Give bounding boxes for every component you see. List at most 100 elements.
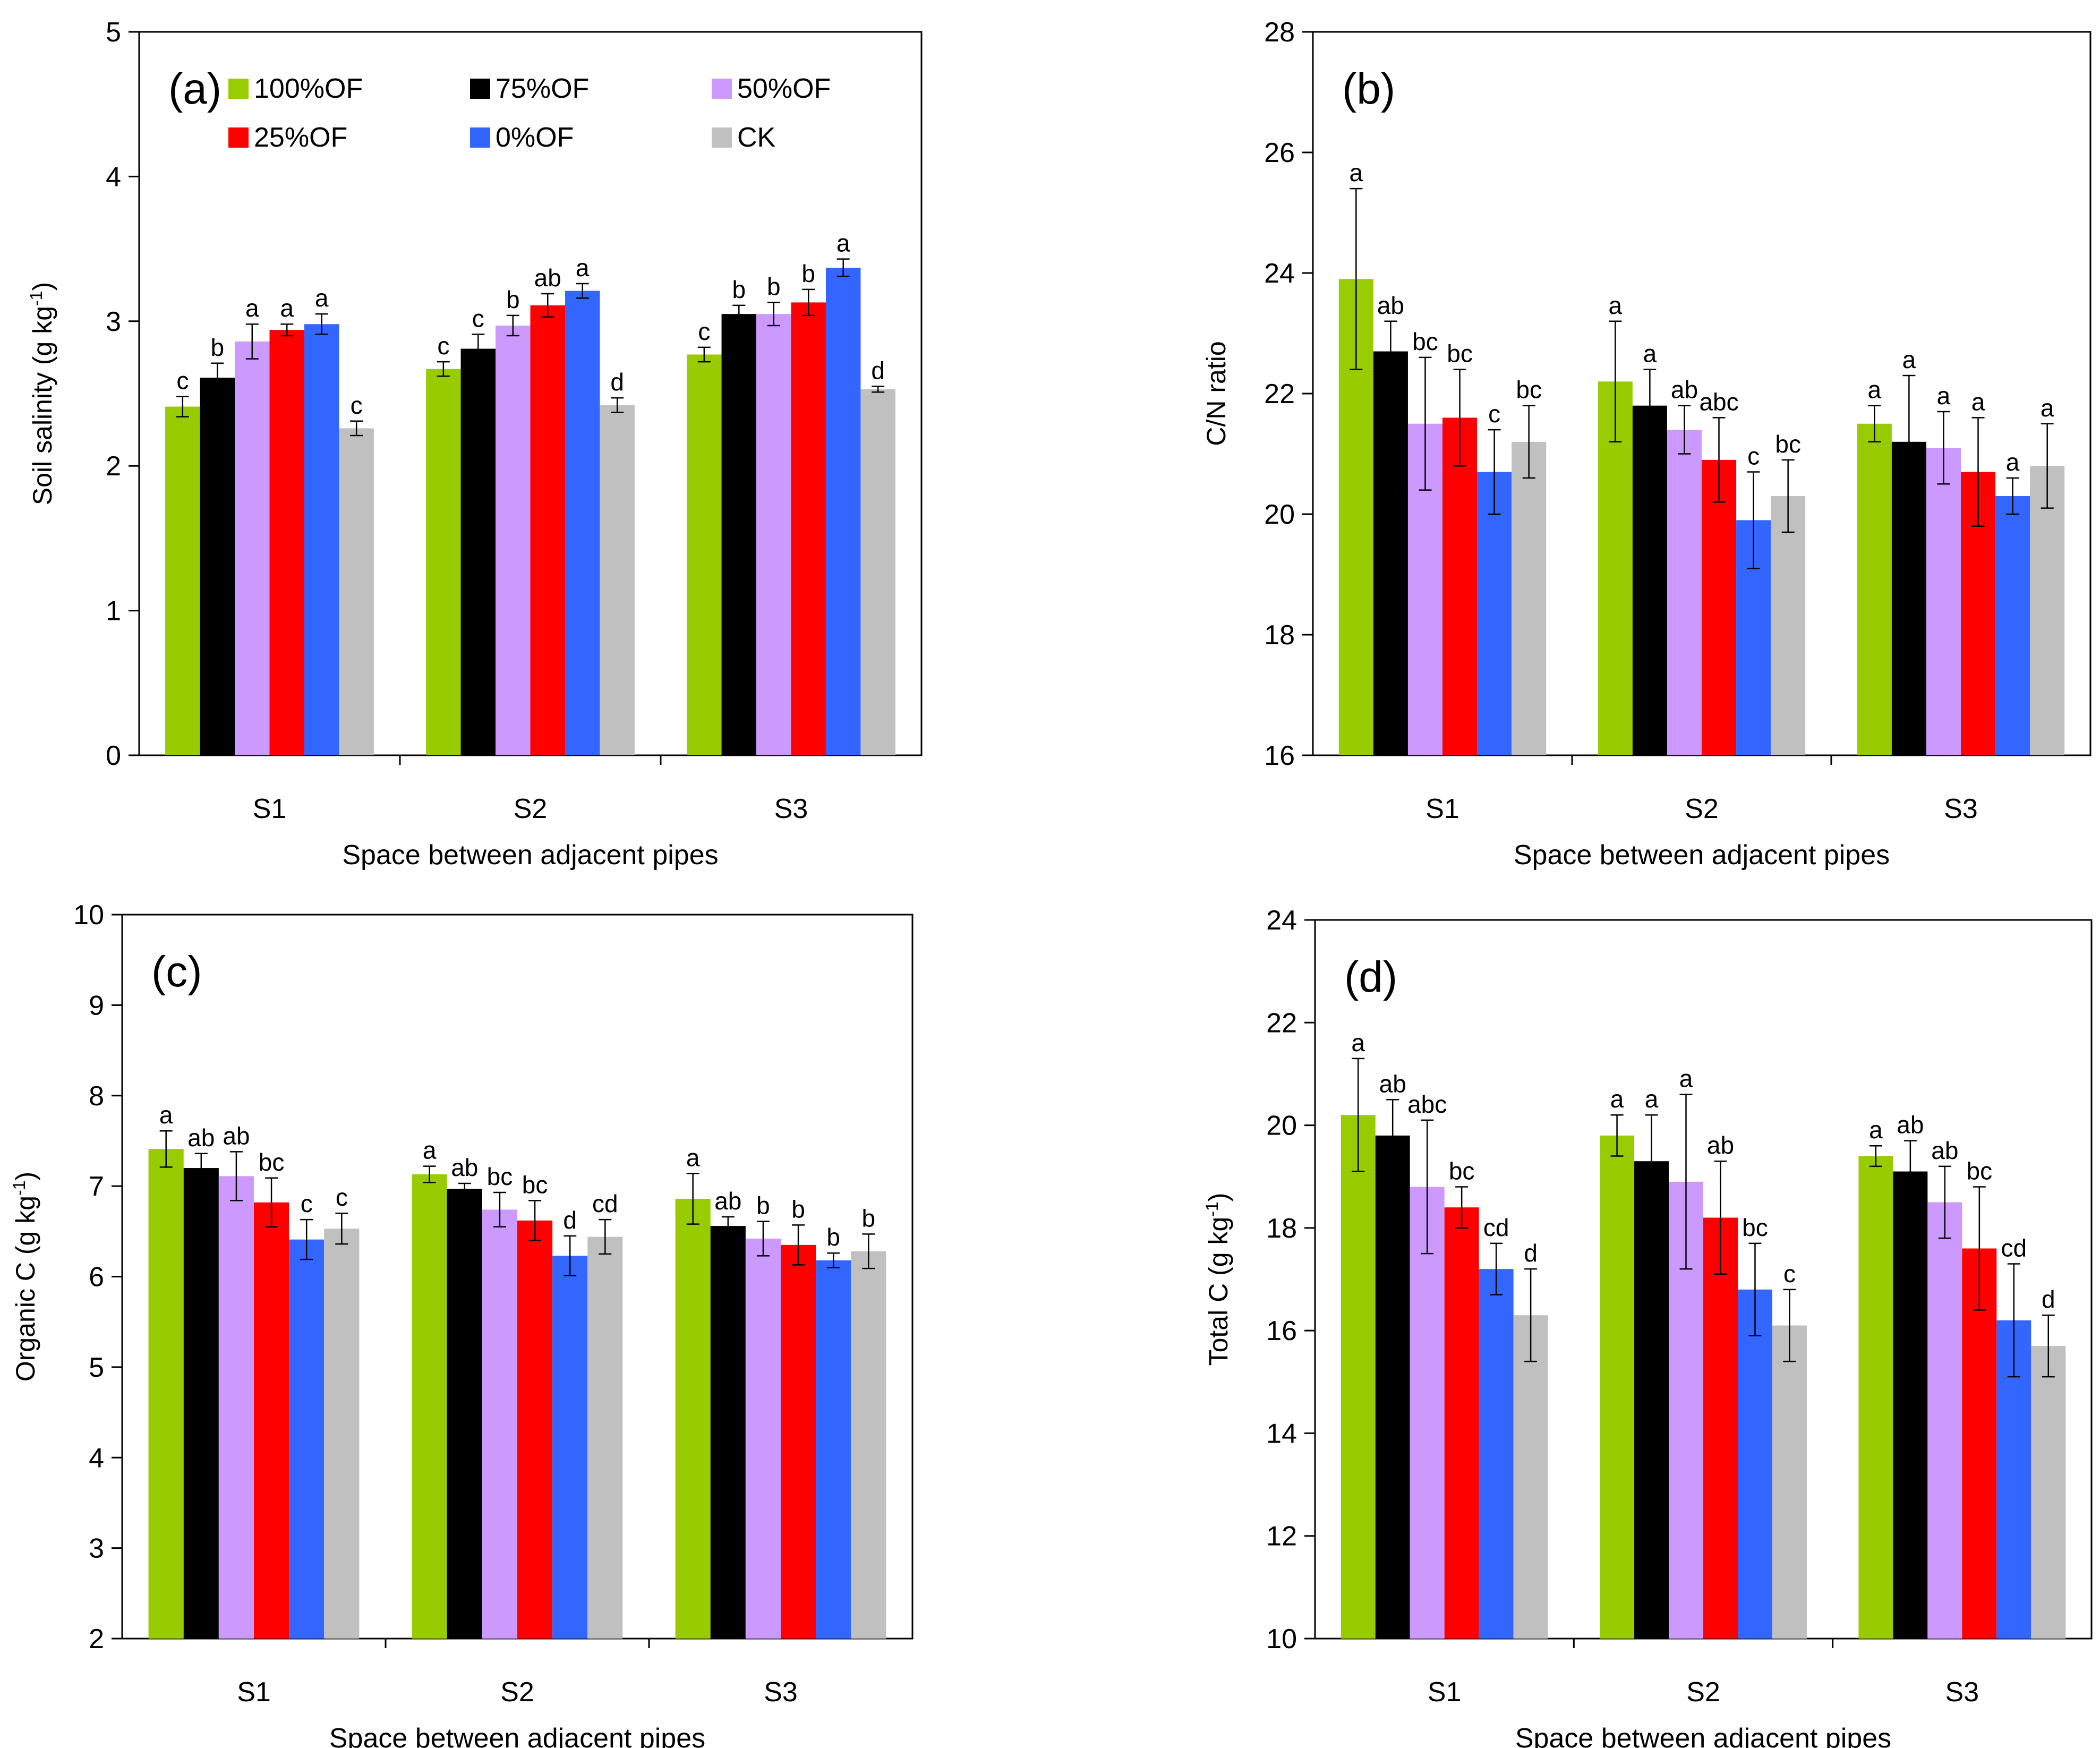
significance-letter: ab (1671, 376, 1698, 404)
significance-letter: a (245, 294, 259, 322)
bar (2030, 466, 2065, 755)
bar (1410, 1187, 1445, 1639)
significance-letter: a (315, 284, 329, 312)
significance-letter: ab (1897, 1111, 1924, 1139)
x-tick-label: S2 (514, 794, 548, 824)
bar (816, 1260, 851, 1639)
y-tick-label: 10 (1266, 1624, 1297, 1655)
significance-letter: c (336, 1183, 348, 1211)
bar (1995, 496, 2030, 755)
y-tick-label: 3 (89, 1533, 104, 1564)
significance-letter: ab (714, 1187, 741, 1215)
y-tick-label: 22 (1264, 379, 1295, 410)
significance-letter: a (423, 1137, 437, 1164)
bar (1703, 1217, 1738, 1639)
y-tick-label: 4 (106, 161, 121, 192)
bar (600, 405, 635, 755)
significance-letter: a (1679, 1065, 1693, 1093)
x-tick-label: S2 (1686, 1677, 1720, 1708)
significance-letter: a (1609, 292, 1623, 319)
bar (1893, 1171, 1928, 1639)
significance-letter: d (610, 368, 624, 396)
y-tick-label: 24 (1264, 258, 1295, 289)
significance-letter: ab (1931, 1137, 1958, 1164)
y-tick-label: 24 (1266, 905, 1297, 936)
y-tick-label: 18 (1264, 620, 1295, 651)
significance-letter: a (1937, 382, 1951, 410)
significance-letter: ab (1707, 1131, 1734, 1159)
bar (851, 1251, 886, 1639)
significance-letter: b (801, 260, 815, 287)
significance-letter: cd (1483, 1214, 1509, 1241)
significance-letter: bc (1775, 430, 1801, 458)
significance-letter: a (1610, 1085, 1624, 1113)
bar (1373, 351, 1408, 755)
bar (825, 268, 861, 756)
bar (1632, 405, 1667, 755)
bar (1962, 1248, 1997, 1639)
significance-letter: ab (223, 1122, 250, 1149)
panel-label: (a) (168, 65, 221, 113)
significance-letter: ab (187, 1124, 215, 1152)
significance-letter: a (1869, 1116, 1883, 1144)
significance-letter: b (862, 1204, 876, 1232)
significance-letter: c (437, 332, 449, 360)
legend-swatch (712, 127, 732, 148)
y-tick-label: 2 (89, 1624, 104, 1655)
bar (1858, 1156, 1893, 1639)
significance-letter: a (1868, 376, 1882, 404)
significance-letter: c (351, 391, 363, 419)
significance-letter: b (506, 286, 520, 313)
bar (426, 369, 461, 755)
bar (339, 428, 374, 755)
bar (791, 302, 826, 755)
bar (496, 325, 531, 755)
significance-letter: bc (1447, 340, 1473, 368)
bar (200, 378, 235, 755)
legend-label: 50%OF (737, 73, 831, 104)
significance-letter: b (732, 276, 746, 303)
bar (1442, 417, 1478, 755)
bar (289, 1239, 325, 1639)
bar (565, 291, 600, 755)
x-tick-label: S1 (237, 1677, 271, 1708)
significance-letter: c (472, 304, 484, 332)
significance-letter: abc (1407, 1090, 1447, 1118)
bar (447, 1189, 482, 1639)
chart-panel-b: 16 18 20 22 24 26 28 S1 S2 S3 Space between adjace… (1201, 17, 2092, 871)
significance-letter: d (563, 1206, 577, 1234)
y-tick-label: 18 (1266, 1213, 1297, 1244)
legend-label: 100%OF (254, 73, 363, 104)
legend-swatch (470, 127, 490, 148)
legend-swatch (228, 127, 249, 148)
bar (721, 314, 757, 755)
significance-letter: bc (1516, 376, 1542, 404)
panel-label: (d) (1344, 953, 1397, 1001)
y-tick-label: 3 (106, 306, 121, 337)
y-tick-label: 5 (89, 1352, 104, 1383)
x-axis-title: Space between adjacent pipes (1514, 840, 1890, 871)
bar (1600, 1135, 1635, 1639)
significance-letter: d (2042, 1285, 2055, 1313)
significance-letter: b (211, 334, 225, 361)
bar (218, 1176, 254, 1639)
bar (687, 354, 722, 755)
bar (1737, 1289, 1772, 1639)
bar (1857, 423, 1892, 755)
significance-letter: b (791, 1195, 805, 1223)
y-tick-label: 22 (1266, 1008, 1297, 1038)
y-tick-label: 9 (89, 990, 104, 1021)
significance-letter: abc (1699, 388, 1738, 415)
y-tick-label: 5 (106, 17, 121, 48)
y-tick-label: 16 (1266, 1316, 1297, 1346)
bar (482, 1209, 517, 1639)
bar (1634, 1161, 1669, 1639)
significance-letter: ab (1379, 1070, 1406, 1097)
bar (1513, 1315, 1548, 1639)
bar (148, 1149, 184, 1639)
bar (235, 341, 270, 755)
y-tick-label: 20 (1266, 1111, 1297, 1141)
x-axis-title: Space between adjacent pipes (329, 1723, 705, 1748)
bar (756, 314, 791, 755)
